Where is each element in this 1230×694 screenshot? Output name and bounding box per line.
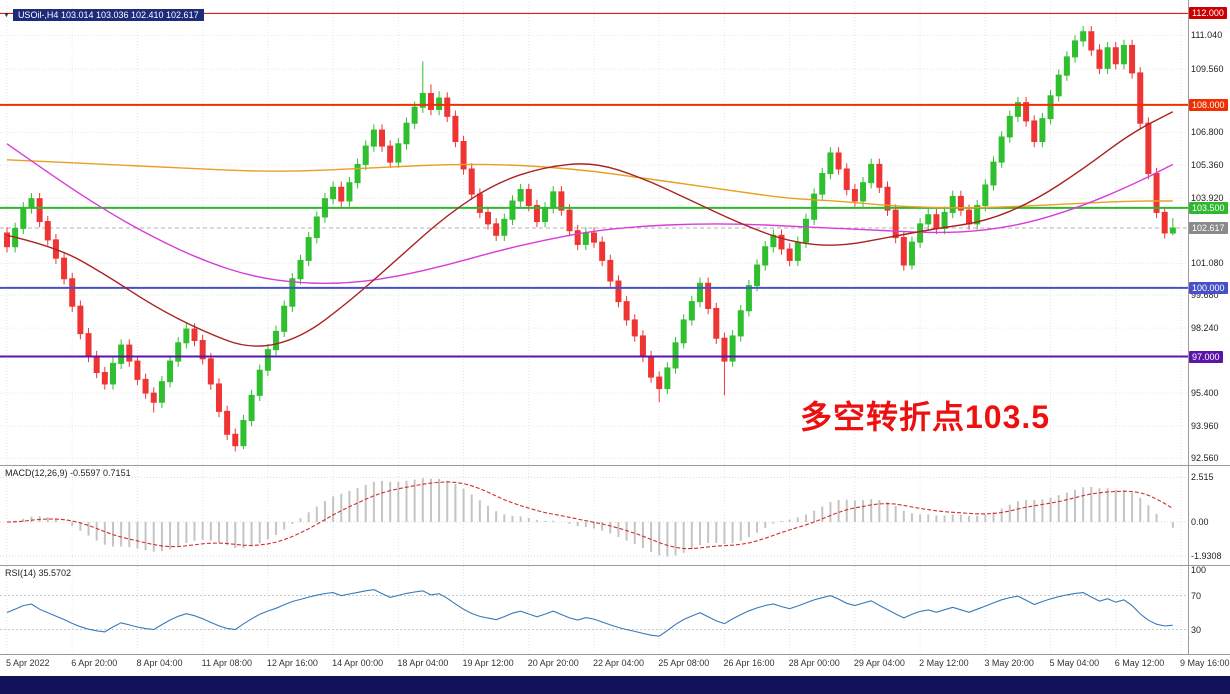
chart-title: USOil-,H4 103.014 103.036 102.410 102.61… [12, 9, 204, 21]
bottom-bar [0, 676, 1230, 694]
annotation-text[interactable]: 多空转折点103.5 [800, 399, 1051, 435]
moving-averages [6, 111, 1174, 347]
rsi-indicator-label: RSI(14) 35.5702 [5, 568, 72, 578]
macd-indicator-label: MACD(12,26,9) -0.5597 0.7151 [5, 468, 131, 478]
chart-shift-marker-icon: ▼ [3, 11, 10, 19]
ma-medium-line [6, 143, 1174, 285]
rsi-line [6, 589, 1173, 637]
candles [4, 26, 1176, 452]
chart-title-bar: ▼ USOil-,H4 103.014 103.036 102.410 102.… [3, 9, 204, 21]
macd-histogram [14, 478, 1174, 557]
macd-signal-line [6, 481, 1174, 550]
ma-fast-line [6, 111, 1174, 347]
panel-separators [0, 0, 1230, 655]
grid [0, 2, 1188, 654]
ma-slow-line [6, 159, 1173, 209]
